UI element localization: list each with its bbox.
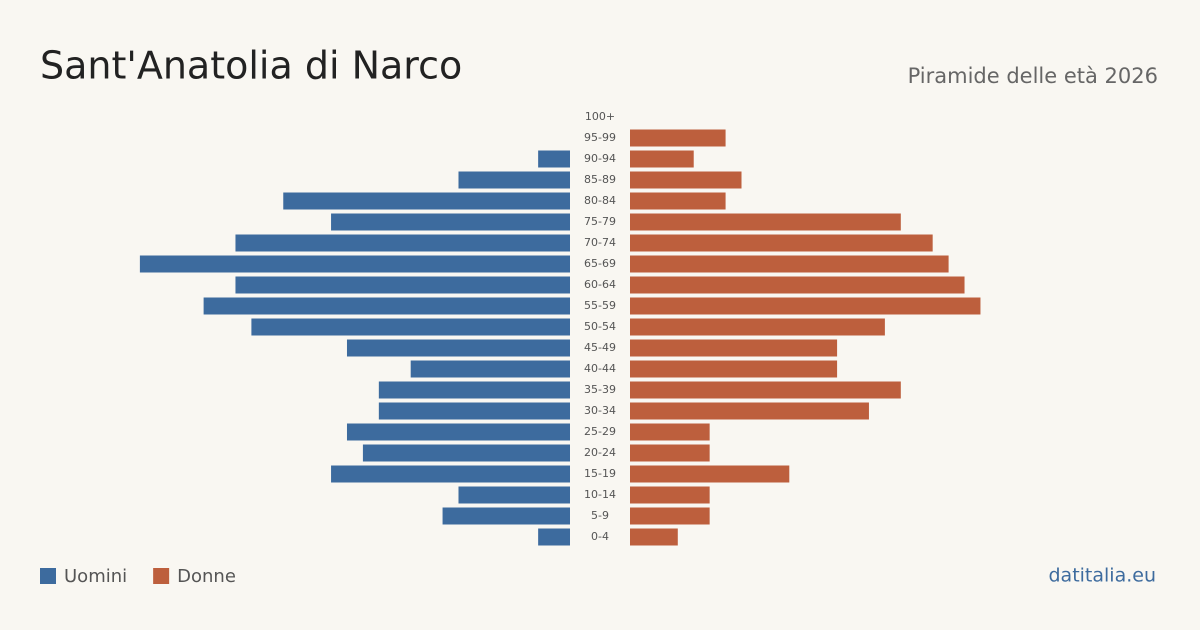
age-label: 0-4 bbox=[591, 530, 609, 543]
male-bar bbox=[235, 276, 570, 294]
male-bar bbox=[283, 192, 570, 210]
male-bar bbox=[203, 297, 571, 315]
age-label: 70-74 bbox=[584, 236, 616, 249]
female-bar bbox=[630, 444, 710, 462]
age-label: 80-84 bbox=[584, 194, 616, 207]
age-label: 85-89 bbox=[584, 173, 616, 186]
female-bar bbox=[630, 213, 901, 231]
age-label: 60-64 bbox=[584, 278, 616, 291]
male-bar bbox=[139, 255, 570, 273]
chart-subtitle: Piramide delle età 2026 bbox=[908, 64, 1158, 88]
age-label: 15-19 bbox=[584, 467, 616, 480]
legend-label: Donne bbox=[177, 566, 236, 587]
age-label: 65-69 bbox=[584, 257, 616, 270]
male-bar bbox=[442, 507, 570, 525]
female-bar bbox=[630, 402, 869, 420]
female-bar bbox=[630, 381, 901, 399]
male-bar bbox=[378, 381, 570, 399]
legend-swatch bbox=[40, 568, 56, 584]
male-bar bbox=[346, 423, 570, 441]
age-label: 90-94 bbox=[584, 152, 616, 165]
age-label: 25-29 bbox=[584, 425, 616, 438]
chart-title: Sant'Anatolia di Narco bbox=[40, 44, 462, 88]
female-bar bbox=[630, 150, 694, 168]
age-label: 40-44 bbox=[584, 362, 616, 375]
age-label: 35-39 bbox=[584, 383, 616, 396]
female-bar bbox=[630, 486, 710, 504]
age-label: 50-54 bbox=[584, 320, 616, 333]
male-bar bbox=[458, 486, 570, 504]
male-bar bbox=[331, 213, 570, 231]
age-label: 95-99 bbox=[584, 131, 616, 144]
age-label: 10-14 bbox=[584, 488, 616, 501]
source: datitalia.eu bbox=[1049, 565, 1157, 587]
female-bar bbox=[630, 339, 838, 357]
female-bar bbox=[630, 171, 742, 189]
age-label: 20-24 bbox=[584, 446, 616, 459]
female-bar bbox=[630, 297, 981, 315]
age-label: 75-79 bbox=[584, 215, 616, 228]
age-label: 30-34 bbox=[584, 404, 616, 417]
female-bar bbox=[630, 255, 949, 273]
male-bar bbox=[458, 171, 570, 189]
age-label: 100+ bbox=[585, 110, 615, 123]
male-bar bbox=[331, 465, 570, 483]
female-bar bbox=[630, 465, 790, 483]
female-bar bbox=[630, 528, 678, 546]
female-bar bbox=[630, 192, 726, 210]
age-label: 5-9 bbox=[591, 509, 609, 522]
male-bar bbox=[538, 150, 570, 168]
male-bar bbox=[378, 402, 570, 420]
female-bar bbox=[630, 234, 933, 252]
legend-label: Uomini bbox=[64, 566, 127, 587]
age-label: 55-59 bbox=[584, 299, 616, 312]
male-bar bbox=[346, 339, 570, 357]
female-bar bbox=[630, 507, 710, 525]
female-bar bbox=[630, 360, 838, 378]
male-bar bbox=[538, 528, 570, 546]
female-bar bbox=[630, 129, 726, 147]
legend-swatch bbox=[153, 568, 170, 584]
male-bar bbox=[251, 318, 570, 336]
age-label: 45-49 bbox=[584, 341, 616, 354]
female-bar bbox=[630, 276, 965, 294]
male-bar bbox=[362, 444, 570, 462]
male-bar bbox=[235, 234, 570, 252]
male-bar bbox=[410, 360, 570, 378]
female-bar bbox=[630, 423, 710, 441]
female-bar bbox=[630, 318, 885, 336]
